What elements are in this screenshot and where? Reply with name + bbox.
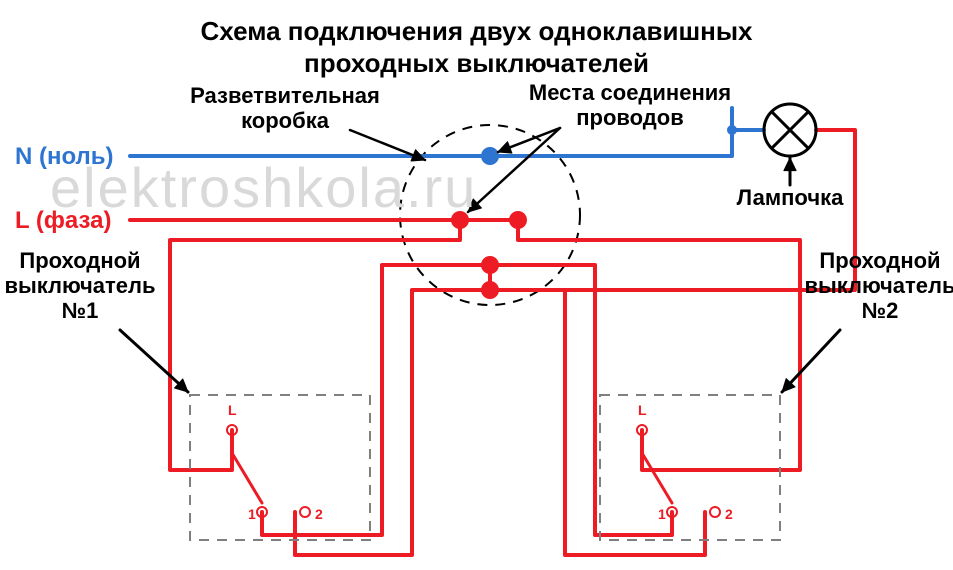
svg-text:Лампочка: Лампочка (737, 185, 844, 210)
svg-text:1: 1 (248, 506, 256, 522)
svg-text:N (ноль): N (ноль) (15, 143, 114, 170)
svg-text:Разветвительная: Разветвительная (190, 83, 380, 108)
svg-text:2: 2 (725, 506, 733, 522)
title-line-2: проходных выключателей (0, 48, 953, 79)
svg-text:№2: №2 (862, 298, 899, 323)
svg-text:коробка: коробка (241, 108, 330, 133)
svg-text:L: L (638, 402, 647, 418)
diagram-canvas: elektroshkola.ru Схема подключения двух … (0, 0, 953, 570)
svg-text:выключатель: выключатель (804, 273, 953, 298)
svg-text:проводов: проводов (576, 105, 683, 130)
svg-text:Проходной: Проходной (819, 248, 940, 273)
svg-text:L (фаза): L (фаза) (15, 207, 111, 234)
svg-text:Проходной: Проходной (19, 248, 140, 273)
svg-text:2: 2 (315, 506, 323, 522)
svg-text:выключатель: выключатель (4, 273, 155, 298)
svg-text:№1: №1 (62, 298, 99, 323)
wiring-svg: L 1 2 L 1 2 N (ноль) L (фаза) Разветвительнаякор… (0, 0, 953, 570)
svg-text:Места соединения: Места соединения (529, 80, 731, 105)
svg-text:1: 1 (658, 506, 666, 522)
title-line-1: Схема подключения двух одноклавишных (0, 16, 953, 47)
svg-text:L: L (228, 402, 237, 418)
